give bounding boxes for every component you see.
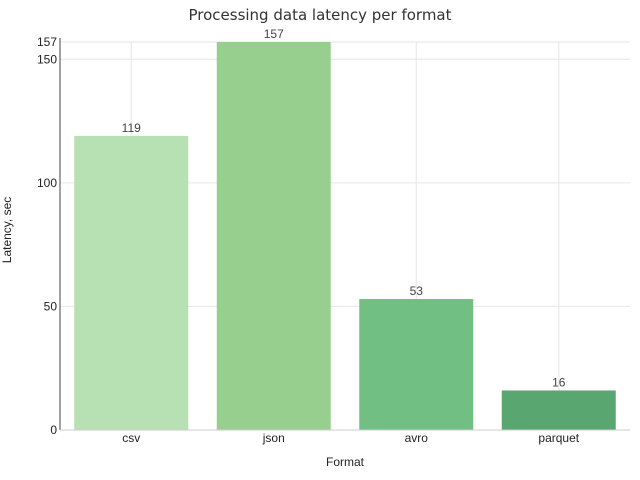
x-axis-label: Format [326, 455, 365, 469]
y-tick-label: 157 [37, 35, 57, 49]
x-tick-label-json: json [262, 431, 285, 445]
axes-layer [59, 38, 630, 431]
x-tick-label-csv: csv [122, 431, 140, 445]
bar-avro[interactable] [359, 299, 474, 430]
x-tick-label-avro: avro [405, 431, 429, 445]
y-tick-label: 100 [37, 176, 57, 190]
labels-layer: 0 50 100 150 157 119 csv 157 json 53 avro 16 parquet [37, 27, 580, 445]
bar-parquet[interactable] [501, 390, 616, 430]
data-label-parquet: 16 [552, 375, 566, 389]
y-tick-label: 50 [44, 299, 58, 313]
bar-csv[interactable] [74, 135, 189, 430]
y-tick-label: 150 [37, 52, 57, 66]
y-tick-label: 0 [50, 423, 57, 437]
data-label-avro: 53 [410, 284, 424, 298]
data-label-csv: 119 [122, 121, 141, 135]
x-tick-label-parquet: parquet [538, 431, 579, 445]
y-axis-label: Latency, sec [0, 197, 14, 263]
chart-title: Processing data latency per format [188, 6, 451, 24]
data-label-json: 157 [264, 27, 284, 41]
bars-layer [74, 42, 616, 430]
bar-json[interactable] [216, 42, 331, 430]
